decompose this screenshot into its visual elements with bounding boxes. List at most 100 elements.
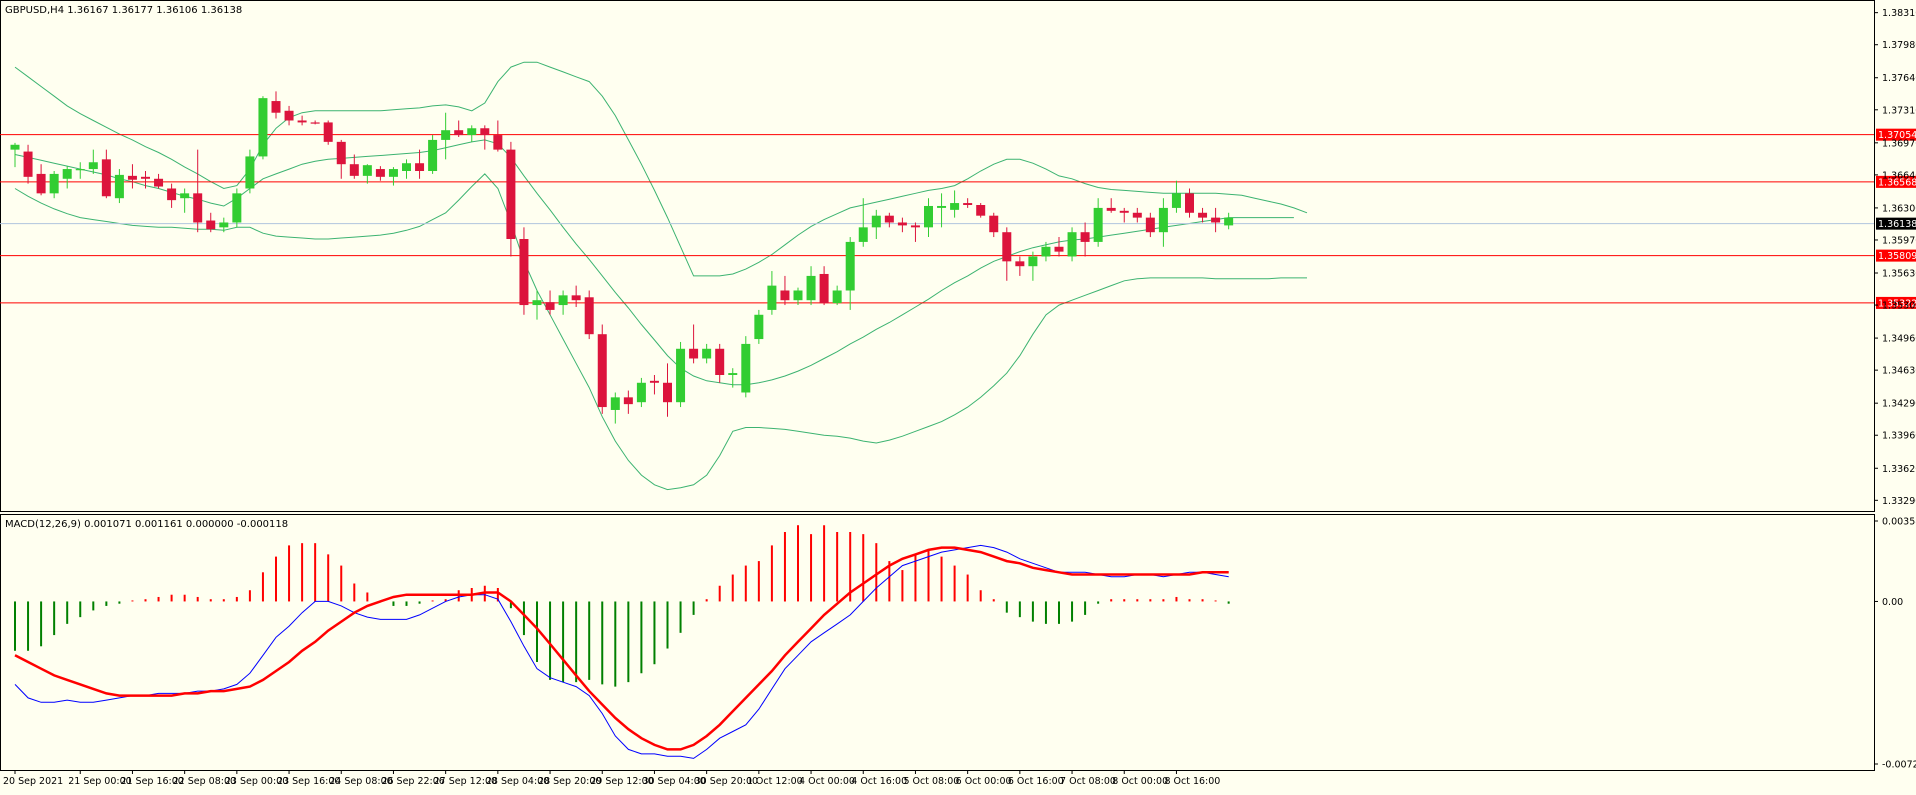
candle-bullish	[114, 174, 124, 199]
time-tick-label: 1 Oct 12:00	[747, 776, 803, 787]
candle-bearish	[689, 348, 699, 359]
bollinger-upper-band	[14, 61, 1308, 277]
price-tick-label: 1.36640	[1882, 170, 1916, 181]
macd-indicator	[14, 525, 1230, 759]
bollinger-lower-band	[14, 173, 1307, 491]
time-tick-label: 28 Sep 20:00	[538, 776, 601, 787]
candle-bullish	[1224, 217, 1234, 226]
price-tick-label: 1.35300	[1882, 301, 1916, 312]
time-tick-label: 8 Oct 00:00	[1112, 776, 1168, 787]
candle-bearish	[519, 239, 529, 306]
price-chart-title: GBPUSD,H4 1.36167 1.36177 1.36106 1.3613…	[5, 5, 242, 16]
time-tick-label: 6 Oct 16:00	[1008, 776, 1064, 787]
time-tick-label: 28 Sep 04:00	[486, 776, 549, 787]
time-tick-label: 6 Oct 00:00	[956, 776, 1012, 787]
candle-bearish	[141, 176, 150, 179]
candle-bearish	[415, 163, 425, 171]
candle-bullish	[767, 285, 777, 310]
candle-bullish	[754, 314, 764, 340]
candle-bullish	[428, 139, 438, 171]
price-tick-label: 1.38310	[1882, 8, 1916, 19]
candle-bearish	[154, 178, 164, 187]
price-tick-label: 1.36970	[1882, 138, 1916, 149]
candle-bullish	[467, 128, 477, 136]
candle-bullish	[258, 98, 268, 157]
price-tick-label: 1.35630	[1882, 269, 1916, 280]
candle-bullish	[793, 290, 803, 301]
candle-bearish	[101, 159, 111, 197]
level-price-tag	[1876, 128, 1916, 141]
time-tick-label: 5 Oct 08:00	[903, 776, 959, 787]
time-tick-label: 29 Sep 12:00	[590, 776, 653, 787]
candle-bearish	[1119, 210, 1129, 213]
candle-bearish	[506, 149, 516, 239]
candle-bearish	[910, 225, 920, 228]
candle-bearish	[127, 175, 137, 180]
level-price-tag	[1876, 249, 1916, 262]
candle-bullish	[676, 348, 686, 403]
candle-bullish	[1158, 207, 1168, 233]
level-price-label: 1.37054	[1878, 130, 1916, 141]
candle-bullish	[702, 348, 712, 359]
time-tick-label: 23 Sep 00:00	[225, 776, 288, 787]
candlesticks	[10, 91, 1234, 424]
price-tick-label: 1.37310	[1882, 105, 1916, 116]
time-tick-label: 21 Sep 00:00	[68, 776, 131, 787]
candle-bearish	[1145, 217, 1155, 233]
candle-bullish	[832, 290, 842, 304]
macd-axis: 0.003588 0.00 -0.00725	[1874, 517, 1916, 771]
level-price-label: 1.36568	[1878, 177, 1916, 188]
price-tick-label: 1.33620	[1882, 464, 1916, 475]
candle-bearish	[780, 290, 790, 301]
level-price-label: 1.35322	[1878, 298, 1916, 309]
candle-bullish	[1028, 256, 1038, 267]
candle-bullish	[62, 169, 72, 179]
candle-bullish	[741, 343, 751, 393]
candle-bearish	[819, 273, 829, 304]
price-tick-label: 1.37980	[1882, 40, 1916, 51]
candle-bearish	[375, 169, 385, 177]
candle-bearish	[663, 382, 672, 403]
candle-bearish	[649, 380, 659, 383]
time-tick-label: 27 Sep 12:00	[434, 776, 497, 787]
candle-bullish	[245, 156, 255, 189]
candle-bullish	[610, 397, 620, 410]
candle-bearish	[284, 110, 294, 121]
current-price-tag	[1876, 217, 1916, 230]
candle-bullish	[1171, 193, 1181, 208]
price-tick-label: 1.34960	[1882, 334, 1916, 345]
macd-signal-line	[14, 546, 1229, 751]
candle-bearish	[1054, 246, 1064, 252]
time-tick-label: 4 Oct 00:00	[799, 776, 855, 787]
current-price-label: 1.36138	[1878, 219, 1916, 230]
candle-bullish	[1093, 207, 1103, 242]
candle-bullish	[49, 173, 59, 194]
candle-bullish	[219, 222, 229, 228]
candle-bullish	[362, 165, 372, 176]
candle-bullish	[532, 300, 542, 306]
candle-bearish	[297, 120, 307, 123]
candle-bearish	[336, 141, 346, 165]
candle-bearish	[454, 130, 464, 136]
price-tick-label: 1.34630	[1882, 366, 1916, 377]
candle-bearish	[597, 334, 607, 408]
price-tick-label: 1.33960	[1882, 431, 1916, 442]
candle-bearish	[584, 297, 594, 335]
candle-bullish	[180, 193, 190, 199]
level-price-tag	[1876, 175, 1916, 188]
price-tick-label: 1.36300	[1882, 203, 1916, 214]
time-tick-label: 21 Sep 16:00	[120, 776, 183, 787]
time-tick-label: 8 Oct 16:00	[1164, 776, 1220, 787]
horizontal-levels[interactable]: 1.37054 1.36568 1.35809 1.35322 1.36138	[0, 128, 1916, 310]
time-tick-label: 20 Sep 2021	[3, 776, 63, 787]
macd-panel-frame	[0, 514, 1875, 771]
candle-bearish	[310, 122, 320, 124]
candle-bearish	[1185, 193, 1194, 213]
candle-bearish	[193, 193, 203, 223]
candle-bearish	[23, 151, 33, 177]
candle-bearish	[271, 101, 281, 113]
macd-tick-label: 0.003588	[1882, 517, 1916, 528]
